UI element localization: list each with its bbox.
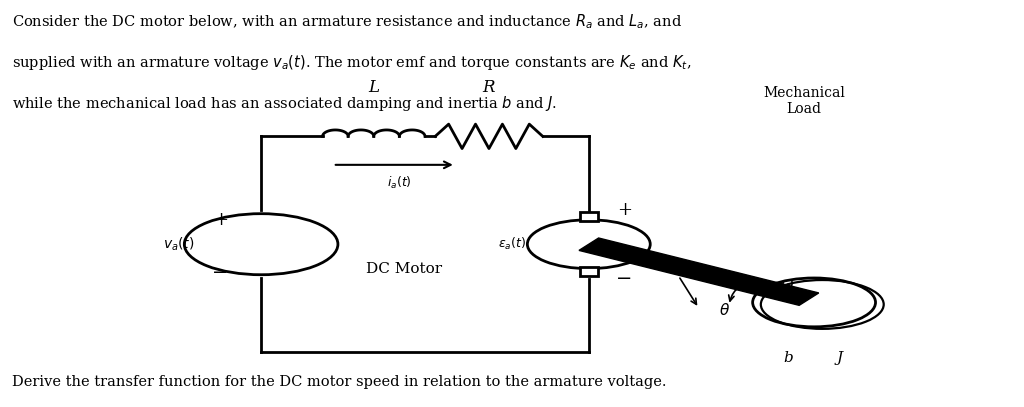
Text: Consider the DC motor below, with an armature resistance and inductance $R_a$ an: Consider the DC motor below, with an arm… bbox=[12, 12, 682, 31]
Text: Derive the transfer function for the DC motor speed in relation to the armature : Derive the transfer function for the DC … bbox=[12, 375, 667, 389]
Text: DC Motor: DC Motor bbox=[367, 262, 442, 276]
Text: −: − bbox=[616, 270, 633, 288]
Text: Mechanical
Load: Mechanical Load bbox=[763, 86, 845, 116]
Text: while the mechanical load has an associated damping and inertia $b$ and $J$.: while the mechanical load has an associa… bbox=[12, 94, 557, 113]
Polygon shape bbox=[579, 238, 819, 305]
Text: −: − bbox=[212, 264, 228, 282]
Bar bbox=[580, 267, 598, 276]
Text: J: J bbox=[837, 351, 843, 365]
Text: +: + bbox=[213, 211, 227, 229]
Text: $\varepsilon_a(t)$: $\varepsilon_a(t)$ bbox=[498, 236, 526, 252]
Text: L: L bbox=[369, 79, 379, 96]
Text: $\theta$: $\theta$ bbox=[719, 302, 730, 318]
Text: $\omega$: $\omega$ bbox=[780, 278, 795, 292]
Text: supplied with an armature voltage $v_a(t)$. The motor emf and torque constants a: supplied with an armature voltage $v_a(t… bbox=[12, 53, 692, 72]
Text: $i_a(t)$: $i_a(t)$ bbox=[387, 175, 412, 191]
Text: $v_a(t)$: $v_a(t)$ bbox=[163, 236, 195, 253]
Text: R: R bbox=[482, 79, 496, 96]
Bar bbox=[580, 212, 598, 221]
Text: +: + bbox=[617, 201, 632, 219]
Text: b: b bbox=[783, 351, 794, 365]
